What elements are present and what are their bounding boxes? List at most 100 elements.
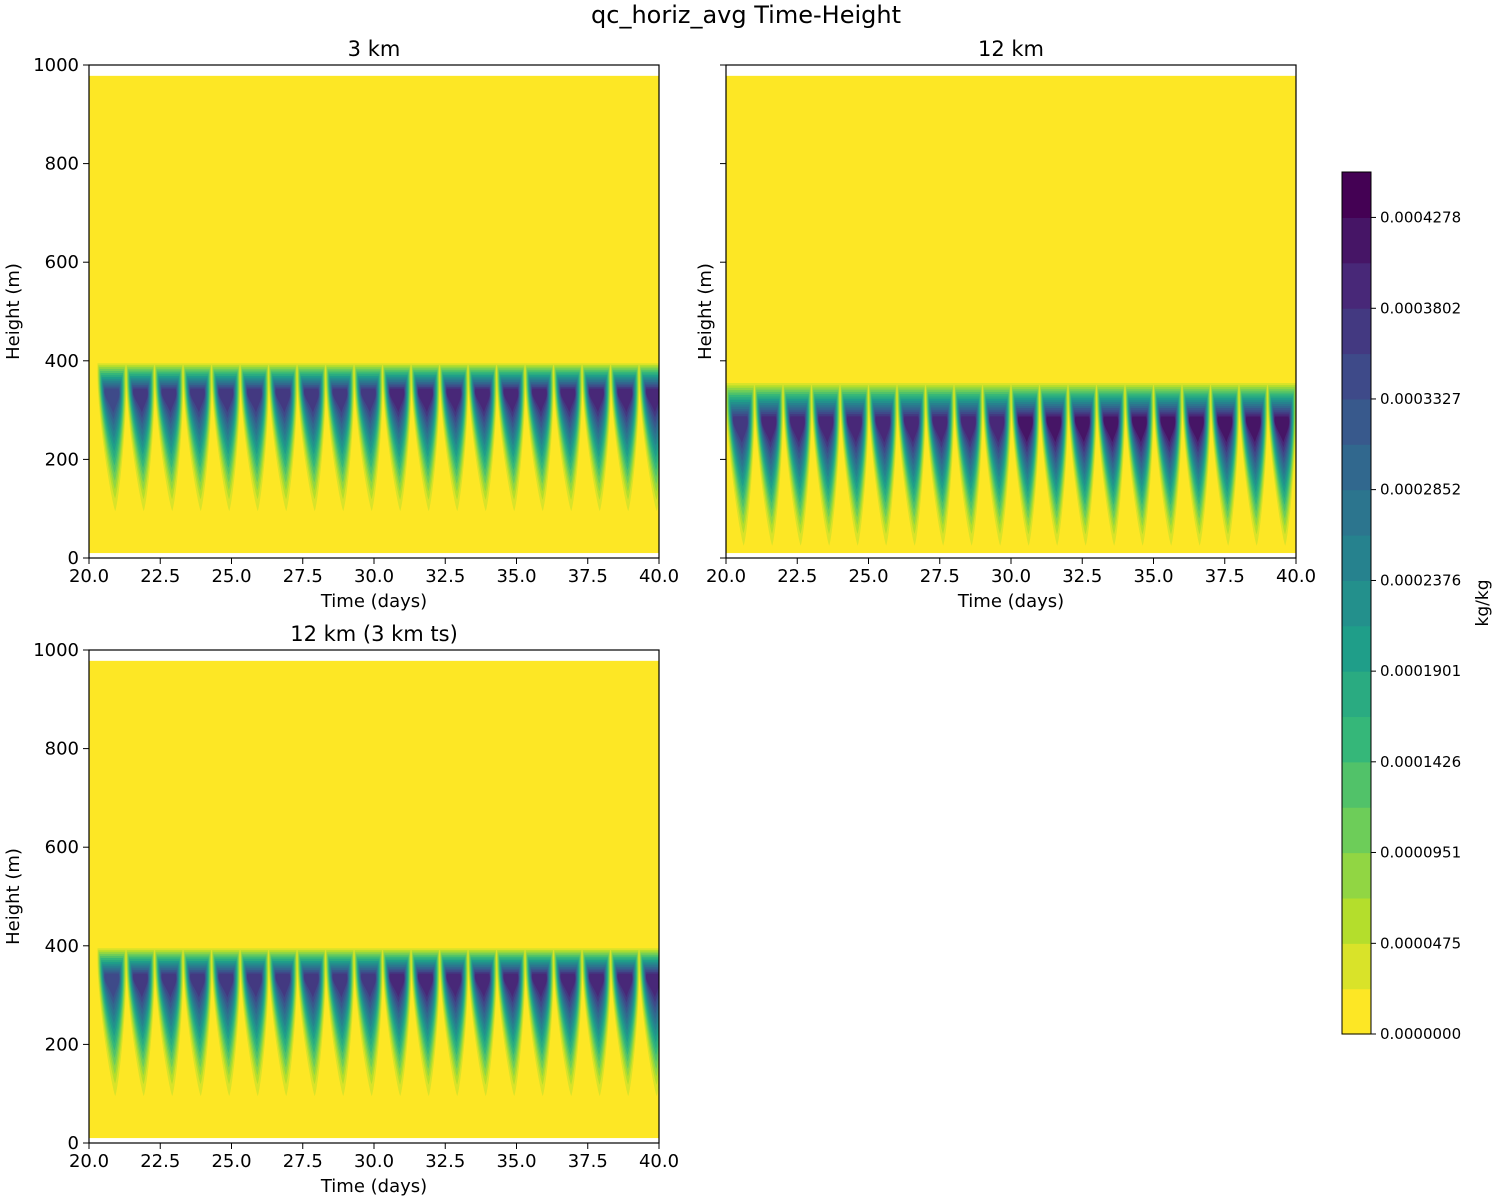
- x-tick-label: 35.0: [496, 566, 536, 587]
- cloud-cycle: [925, 382, 955, 546]
- contour-level: [847, 416, 862, 443]
- y-axis-label: Height (m): [3, 848, 24, 945]
- x-tick-label: 20.0: [69, 1151, 109, 1172]
- cloud-cycle: [182, 948, 212, 1097]
- colorbar-band: [1342, 262, 1371, 309]
- panels: 3 km 20.0 22.5 25.0 27.5 30.0 32.5 35.0 37.5 40.0…: [3, 37, 1316, 1197]
- contour-level: [218, 973, 234, 998]
- y-tick-label: 800: [45, 739, 79, 760]
- y-tick-label: 600: [45, 837, 79, 858]
- colorbar-band: [1342, 807, 1371, 854]
- x-tick-label: 20.0: [706, 566, 746, 587]
- contour-level: [389, 388, 405, 413]
- contour-level: [133, 973, 148, 998]
- contour-level: [532, 388, 547, 413]
- y-tick-label: 200: [45, 1034, 79, 1055]
- colorbar-tick-label: 0.0000475: [1380, 934, 1461, 952]
- colorbar-band: [1342, 308, 1371, 355]
- cloud-cycle: [1238, 382, 1268, 546]
- x-tick-label: 37.5: [568, 566, 608, 587]
- x-tick-label: 35.0: [496, 1151, 536, 1172]
- colorbar-band: [1342, 489, 1371, 536]
- cloud-cycle: [1210, 382, 1240, 546]
- colorbar-band: [1342, 761, 1371, 808]
- cloud-cycle: [1267, 382, 1296, 546]
- contour-level: [332, 973, 348, 998]
- cloud-cycle: [581, 948, 611, 1097]
- contour-level: [1274, 416, 1290, 443]
- contour-level: [1189, 416, 1204, 443]
- cloud-cycle: [839, 382, 869, 546]
- cloud-cycle: [125, 363, 155, 512]
- contour-level: [304, 973, 319, 998]
- cloud-cycle: [325, 948, 355, 1097]
- contour-level: [1160, 416, 1176, 443]
- contour-level: [989, 416, 1005, 443]
- cloud-cycle: [268, 948, 298, 1097]
- y-tick-label: 0: [68, 548, 79, 569]
- cloud-cycle: [581, 363, 611, 512]
- cloud-cycle: [638, 363, 659, 512]
- y-tick-label: 400: [45, 936, 79, 957]
- colorbar-band: [1342, 671, 1371, 718]
- contour-level: [961, 416, 976, 443]
- y-tick-label: 0: [68, 1133, 79, 1154]
- colorbar-tick-label: 0.0000951: [1380, 843, 1461, 861]
- contour-level: [1246, 416, 1261, 443]
- colorbar-band: [1342, 943, 1371, 990]
- cloud-cycle: [439, 363, 469, 512]
- cloud-cycle: [268, 363, 298, 512]
- cloud-cycle: [496, 948, 526, 1097]
- x-tick-label: 40.0: [639, 1151, 679, 1172]
- colorbar-label: kg/kg: [1473, 580, 1493, 627]
- contour-level: [589, 388, 604, 413]
- cloud-cycle: [439, 948, 469, 1097]
- colorbar-band: [1342, 398, 1371, 445]
- cloud-cycle: [382, 363, 412, 512]
- cloud-cycle: [754, 382, 784, 546]
- colorbar-tick-label: 0.0000000: [1380, 1025, 1461, 1043]
- cloud-cycle: [610, 948, 640, 1097]
- contour-level: [304, 388, 319, 413]
- contour-level: [589, 973, 604, 998]
- contour-level: [1018, 416, 1033, 443]
- cloud-cycle: [410, 363, 440, 512]
- colorbar-band: [1342, 580, 1371, 627]
- contour-level: [190, 973, 205, 998]
- contour-level: [446, 388, 462, 413]
- contour-level: [275, 973, 291, 998]
- y-tick-label: 800: [45, 154, 79, 175]
- panel-3: 12 km (3 km ts) 20.0 22.5 25.0 27.5 30.0 32.5 3…: [3, 622, 679, 1197]
- x-tick-label: 22.5: [140, 566, 180, 587]
- contour-level: [818, 416, 834, 443]
- y-tick-label: 400: [45, 351, 79, 372]
- panel-title: 12 km (3 km ts): [290, 622, 458, 646]
- x-tick-label: 35.0: [1133, 566, 1173, 587]
- cloud-cycle: [1039, 382, 1069, 546]
- cloud-cycle: [211, 948, 241, 1097]
- x-tick-label: 30.0: [991, 566, 1031, 587]
- colorbar-band: [1342, 988, 1371, 1035]
- cloud-cycle: [239, 948, 269, 1097]
- x-tick-label: 22.5: [777, 566, 817, 587]
- contour-level: [475, 973, 490, 998]
- contour-level: [361, 973, 376, 998]
- cloud-cycle: [811, 382, 841, 546]
- x-tick-label: 25.0: [211, 566, 251, 587]
- cloud-cycle: [1153, 382, 1183, 546]
- x-tick-label: 25.0: [211, 1151, 251, 1172]
- contour-level: [104, 388, 120, 413]
- cloud-cycle: [524, 948, 554, 1097]
- panel-1: 3 km 20.0 22.5 25.0 27.5 30.0 32.5 35.0 37.5 40.0…: [3, 37, 679, 612]
- contour-level: [190, 388, 205, 413]
- x-tick-label: 27.5: [283, 566, 323, 587]
- x-axis-label: Time (days): [957, 591, 1064, 612]
- cloud-cycle: [524, 363, 554, 512]
- x-tick-label: 37.5: [1205, 566, 1245, 587]
- contour-level: [732, 416, 748, 443]
- contour-level: [389, 973, 405, 998]
- x-tick-label: 20.0: [69, 566, 109, 587]
- cloud-cycle: [638, 948, 659, 1097]
- cloud-cycle: [125, 948, 155, 1097]
- colorbar-tick-label: 0.0002852: [1380, 481, 1461, 499]
